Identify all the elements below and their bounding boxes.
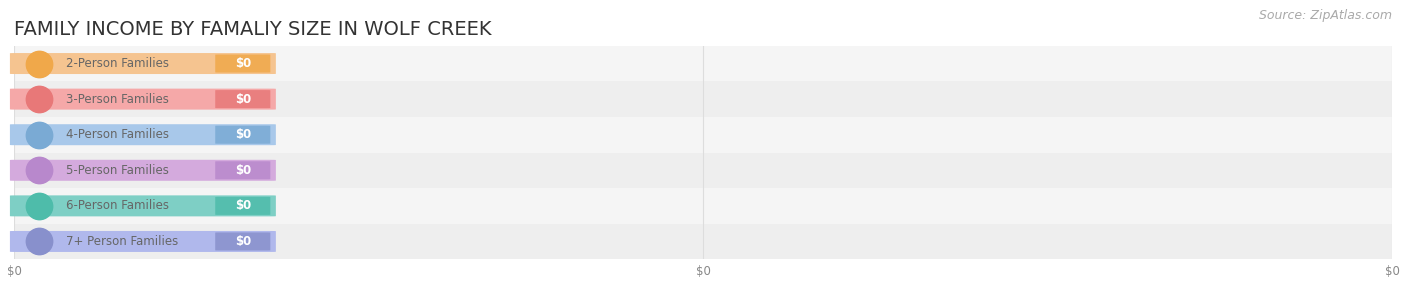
Bar [14,81,1392,117]
Text: 4-Person Families: 4-Person Families [66,128,169,141]
FancyBboxPatch shape [215,161,270,179]
Text: $0: $0 [235,164,250,177]
FancyBboxPatch shape [215,55,270,73]
FancyBboxPatch shape [215,126,270,144]
Text: 6-Person Families: 6-Person Families [66,199,169,212]
Text: 2-Person Families: 2-Person Families [66,57,169,70]
Bar [14,224,1392,259]
Text: $0: $0 [235,199,250,212]
FancyBboxPatch shape [215,90,270,108]
Text: 5-Person Families: 5-Person Families [66,164,169,177]
Text: $0: $0 [235,93,250,106]
FancyBboxPatch shape [215,197,270,215]
Text: FAMILY INCOME BY FAMALIY SIZE IN WOLF CREEK: FAMILY INCOME BY FAMALIY SIZE IN WOLF CR… [14,20,492,39]
FancyBboxPatch shape [10,53,276,74]
FancyBboxPatch shape [10,160,276,181]
Bar [14,117,1392,152]
Bar [14,152,1392,188]
Text: 7+ Person Families: 7+ Person Families [66,235,179,248]
Text: $0: $0 [235,57,250,70]
Text: 3-Person Families: 3-Person Families [66,93,169,106]
Text: $0: $0 [235,128,250,141]
Text: Source: ZipAtlas.com: Source: ZipAtlas.com [1258,9,1392,22]
FancyBboxPatch shape [215,232,270,250]
Text: $0: $0 [235,235,250,248]
FancyBboxPatch shape [10,89,276,109]
FancyBboxPatch shape [10,196,276,216]
Bar [14,46,1392,81]
FancyBboxPatch shape [10,124,276,145]
FancyBboxPatch shape [10,231,276,252]
Bar [14,188,1392,224]
